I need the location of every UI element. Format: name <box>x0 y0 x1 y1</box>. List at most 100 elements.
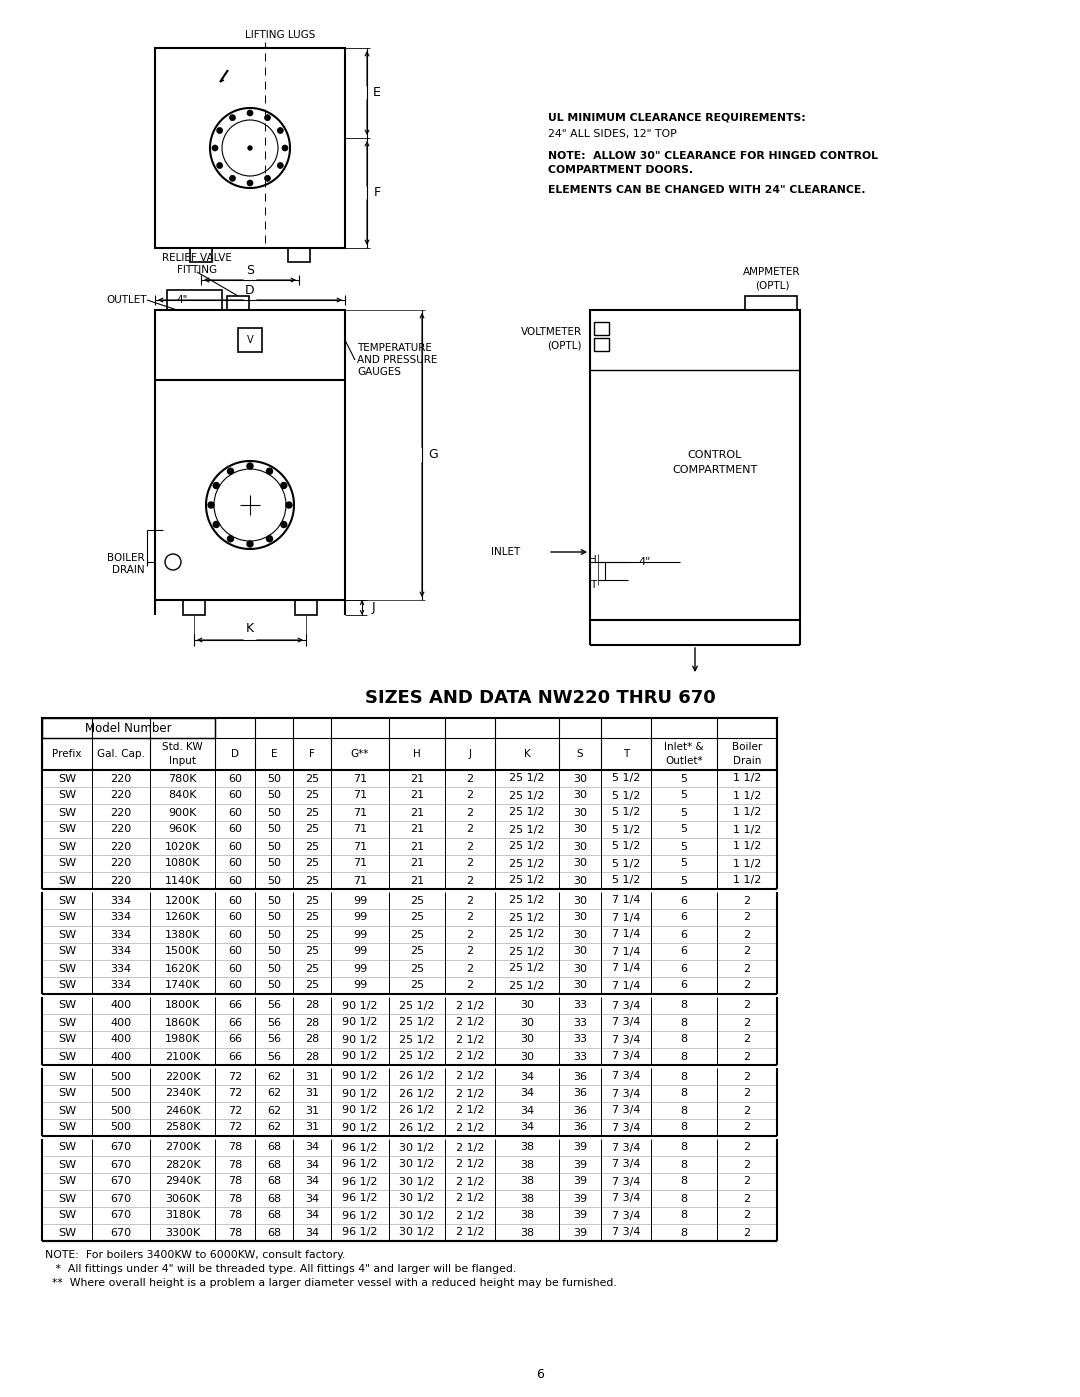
Text: 39: 39 <box>572 1210 588 1221</box>
Text: 90 1/2: 90 1/2 <box>342 1105 378 1115</box>
Text: 2: 2 <box>743 1123 751 1133</box>
Circle shape <box>248 147 252 149</box>
Text: 62: 62 <box>267 1105 281 1115</box>
Text: 5: 5 <box>680 876 688 886</box>
Text: 50: 50 <box>267 947 281 957</box>
Text: 7 3/4: 7 3/4 <box>611 1000 640 1010</box>
Text: 2: 2 <box>743 1017 751 1028</box>
Text: 39: 39 <box>572 1160 588 1169</box>
Text: 34: 34 <box>305 1210 319 1221</box>
Text: 2: 2 <box>743 929 751 940</box>
Bar <box>42 718 777 770</box>
Circle shape <box>208 502 214 509</box>
Bar <box>156 47 345 249</box>
Text: SW: SW <box>58 774 76 784</box>
Circle shape <box>217 127 222 134</box>
Text: SW: SW <box>58 1000 76 1010</box>
Text: 25 1/2: 25 1/2 <box>510 964 544 974</box>
Bar <box>183 599 205 615</box>
Text: 2: 2 <box>743 1160 751 1169</box>
Text: 8: 8 <box>680 1193 688 1203</box>
Text: 220: 220 <box>110 807 132 817</box>
Text: 220: 220 <box>110 824 132 834</box>
Text: 500: 500 <box>110 1071 132 1081</box>
Text: 2940K: 2940K <box>164 1176 200 1186</box>
Text: G**: G** <box>351 749 369 759</box>
Text: 38: 38 <box>519 1210 535 1221</box>
Text: 7 3/4: 7 3/4 <box>611 1105 640 1115</box>
Text: 34: 34 <box>305 1228 319 1238</box>
Text: 30: 30 <box>573 807 588 817</box>
Text: Inlet* &: Inlet* & <box>664 742 704 752</box>
Text: S: S <box>246 264 254 277</box>
Text: F: F <box>374 187 380 200</box>
Text: 62: 62 <box>267 1088 281 1098</box>
Text: 2: 2 <box>743 981 751 990</box>
Text: D: D <box>245 284 255 296</box>
Text: 60: 60 <box>228 895 242 905</box>
Circle shape <box>247 462 253 469</box>
Text: T: T <box>590 580 596 590</box>
Text: 96 1/2: 96 1/2 <box>342 1193 378 1203</box>
Text: J: J <box>372 601 375 615</box>
Text: 8: 8 <box>680 1160 688 1169</box>
Text: 2 1/2: 2 1/2 <box>456 1017 484 1028</box>
Text: 220: 220 <box>110 859 132 869</box>
Text: 72: 72 <box>228 1123 242 1133</box>
Text: 670: 670 <box>110 1143 132 1153</box>
Text: 6: 6 <box>680 964 688 974</box>
Text: 2 1/2: 2 1/2 <box>456 1193 484 1203</box>
Text: 334: 334 <box>110 929 132 940</box>
Text: 71: 71 <box>353 824 367 834</box>
Text: 72: 72 <box>228 1088 242 1098</box>
Text: 5 1/2: 5 1/2 <box>611 859 640 869</box>
Text: 78: 78 <box>228 1143 242 1153</box>
Text: 66: 66 <box>228 1052 242 1062</box>
Text: 2: 2 <box>743 895 751 905</box>
Text: 8: 8 <box>680 1228 688 1238</box>
Text: 3060K: 3060K <box>165 1193 200 1203</box>
Text: 1380K: 1380K <box>165 929 200 940</box>
Bar <box>594 338 609 351</box>
Text: 30 1/2: 30 1/2 <box>400 1176 434 1186</box>
Text: 1 1/2: 1 1/2 <box>733 824 761 834</box>
Text: 7 3/4: 7 3/4 <box>611 1071 640 1081</box>
Text: 2: 2 <box>743 964 751 974</box>
Text: 25 1/2: 25 1/2 <box>510 774 544 784</box>
Text: 2: 2 <box>467 859 473 869</box>
Text: VOLTMETER: VOLTMETER <box>521 327 582 337</box>
Text: 30: 30 <box>573 774 588 784</box>
Text: 25: 25 <box>305 981 319 990</box>
Text: J: J <box>469 749 472 759</box>
Text: E: E <box>373 87 381 99</box>
Text: TEMPERATURE: TEMPERATURE <box>357 344 432 353</box>
Text: COMPARTMENT DOORS.: COMPARTMENT DOORS. <box>548 165 693 175</box>
Text: 68: 68 <box>267 1228 281 1238</box>
Text: D: D <box>231 749 239 759</box>
Text: 8: 8 <box>680 1210 688 1221</box>
Bar <box>227 296 249 310</box>
Text: 2100K: 2100K <box>165 1052 200 1062</box>
Text: 6: 6 <box>536 1369 544 1382</box>
Text: 4": 4" <box>176 295 188 305</box>
Bar <box>167 291 222 310</box>
Text: 25 1/2: 25 1/2 <box>510 791 544 800</box>
Text: 78: 78 <box>228 1160 242 1169</box>
Text: 38: 38 <box>519 1143 535 1153</box>
Text: 7 1/4: 7 1/4 <box>611 947 640 957</box>
Circle shape <box>228 536 233 542</box>
Text: 26 1/2: 26 1/2 <box>400 1071 435 1081</box>
Text: SW: SW <box>58 824 76 834</box>
Text: 36: 36 <box>573 1105 588 1115</box>
Text: 50: 50 <box>267 929 281 940</box>
Text: 6: 6 <box>680 895 688 905</box>
Text: 2: 2 <box>467 964 473 974</box>
Text: 99: 99 <box>353 964 367 974</box>
Text: 2 1/2: 2 1/2 <box>456 1210 484 1221</box>
Text: 5 1/2: 5 1/2 <box>611 774 640 784</box>
Text: K: K <box>246 622 254 634</box>
Text: 7 3/4: 7 3/4 <box>611 1017 640 1028</box>
Text: 8: 8 <box>680 1071 688 1081</box>
Text: Boiler: Boiler <box>732 742 762 752</box>
Text: 60: 60 <box>228 791 242 800</box>
